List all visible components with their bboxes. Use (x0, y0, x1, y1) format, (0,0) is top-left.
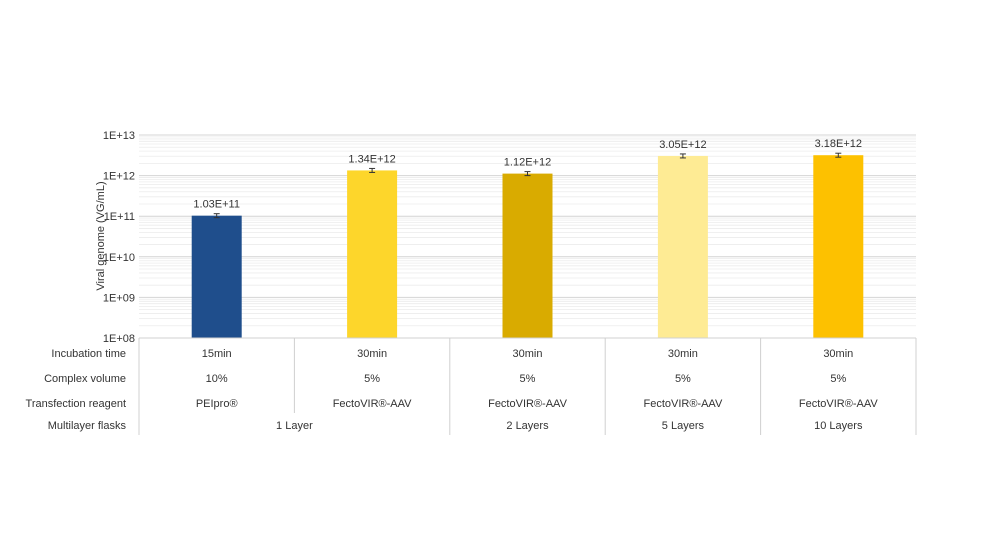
data-label: 1.03E+11 (193, 199, 240, 211)
data-table: Incubation time Complex volume Transfectio… (26, 337, 917, 435)
bar (657, 155, 708, 338)
table-cell: 5% (830, 373, 846, 385)
table-cell: 5% (364, 373, 380, 385)
y-tick-label: 1E+08 (103, 333, 135, 345)
table-cell: 30min (357, 348, 387, 360)
table-cell-merged: 2 Layers (506, 420, 549, 432)
table-cell: 15min (202, 348, 232, 360)
table-cell: FectoVIR®-AAV (643, 398, 722, 410)
bar (813, 155, 864, 338)
table-cell: 10% (206, 373, 228, 385)
y-tick-label: 1E+13 (103, 130, 135, 142)
bars: 1.03E+11 1.34E+12 1.12E+12 3.05E+12 3.18E+12 (191, 138, 864, 338)
table-row-label: Incubation time (51, 348, 126, 360)
table-cell: FectoVIR®-AAV (333, 398, 412, 410)
data-label: 3.18E+12 (815, 138, 862, 150)
table-cell: 5% (675, 373, 691, 385)
table-cell-merged: 10 Layers (814, 420, 863, 432)
table-cell: 5% (520, 373, 536, 385)
table-row-label: Transfection reagent (26, 398, 126, 410)
table-cell-merged: 5 Layers (662, 420, 705, 432)
data-label: 3.05E+12 (659, 139, 706, 151)
y-axis-label: Viral genome (VG/mL) (95, 181, 107, 290)
data-label: 1.12E+12 (504, 157, 551, 169)
table-cell: 30min (668, 348, 698, 360)
table-cell: FectoVIR®-AAV (799, 398, 878, 410)
y-tick-label: 1E+11 (104, 211, 135, 223)
data-label: 1.34E+12 (348, 153, 395, 165)
y-tick-label: 1E+10 (103, 252, 135, 264)
axes: Viral genome (VG/mL) 1E+08 1E+09 1E+10 1E+1… (95, 130, 135, 345)
table-cell: 30min (823, 348, 853, 360)
bar (347, 170, 398, 338)
table-row-label: Complex volume (44, 373, 126, 385)
table-cell-merged: 1 Layer (276, 420, 313, 432)
bar (502, 173, 553, 338)
table-cell: 30min (513, 348, 543, 360)
table-cell: PEIpro® (196, 398, 238, 410)
y-tick-label: 1E+09 (103, 292, 135, 304)
y-tick-label: 1E+12 (103, 171, 135, 183)
table-row-label: Multilayer flasks (48, 420, 127, 432)
table-cell: FectoVIR®-AAV (488, 398, 567, 410)
bar (191, 215, 242, 338)
